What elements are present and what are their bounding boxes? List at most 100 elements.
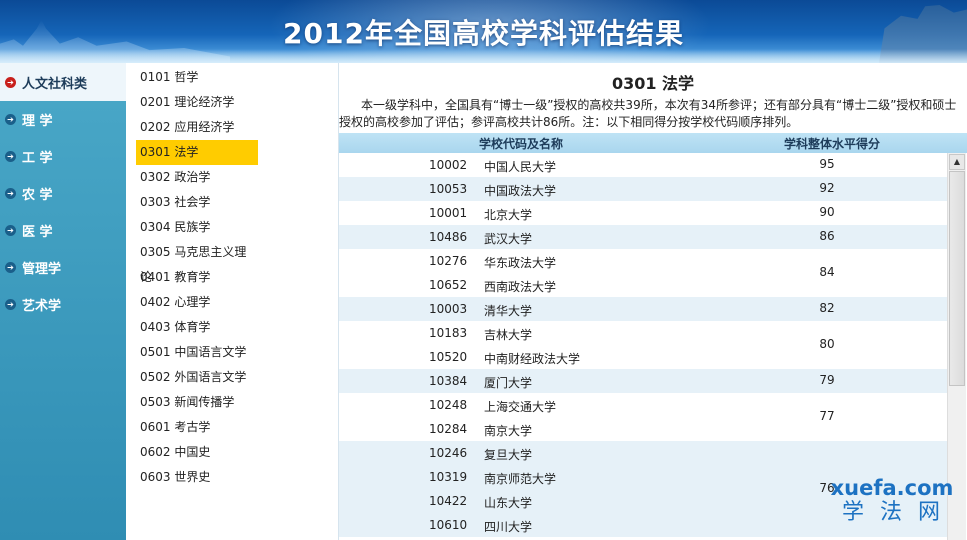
school-name: 南京大学 xyxy=(484,424,533,438)
subject-code: 0502 xyxy=(140,370,171,384)
subject-item[interactable]: 0403 体育学 xyxy=(136,315,258,340)
school-name: 上海交通大学 xyxy=(484,400,557,414)
subject-code: 0401 xyxy=(140,270,171,284)
subject-code: 0202 xyxy=(140,120,171,134)
category-item[interactable]: ➔ 农 学 xyxy=(0,175,126,212)
subject-item[interactable]: 0305 马克思主义理论 xyxy=(136,240,258,284)
score-group: 10276 华东政法大学 10652 西南政法大学 84 xyxy=(339,249,947,297)
table-row: 10422 山东大学 xyxy=(339,489,947,513)
header-wave xyxy=(0,49,967,63)
subject-item[interactable]: 0402 心理学 xyxy=(136,290,258,315)
school-name: 山东大学 xyxy=(484,496,533,510)
subject-item[interactable]: 0202 应用经济学 xyxy=(136,115,258,140)
category-sidebar: ➔ 人文社科类 ➔ 理 学 ➔ 工 学 ➔ 农 学 ➔ 医 学 ➔ 管理学 ➔ 艺术学 xyxy=(0,63,126,540)
score-value: 77 xyxy=(819,409,835,423)
column-header-score: 学科整体水平得分 xyxy=(784,137,881,151)
school-name: 清华大学 xyxy=(484,304,533,318)
school-code: 10183 xyxy=(429,326,468,340)
subject-code: 0603 xyxy=(140,470,171,484)
school-name: 复旦大学 xyxy=(484,448,533,462)
table-row: 10183 吉林大学 xyxy=(339,321,947,345)
subject-name: 应用经济学 xyxy=(174,120,235,134)
subject-item[interactable]: 0401 教育学 xyxy=(136,265,258,290)
score-group: 10384 厦门大学 79 xyxy=(339,369,947,393)
subject-item[interactable]: 0501 中国语言文学 xyxy=(136,340,258,365)
category-label: 管理学 xyxy=(22,262,62,277)
score-value: 95 xyxy=(819,157,835,171)
subject-name: 中国史 xyxy=(174,445,211,459)
category-item[interactable]: ➔ 艺术学 xyxy=(0,286,126,323)
subject-item[interactable]: 0502 外国语言文学 xyxy=(136,365,258,390)
table-row: 10053 中国政法大学 xyxy=(339,177,947,201)
category-item[interactable]: ➔ 理 学 xyxy=(0,101,126,138)
score-group: 10001 北京大学 90 xyxy=(339,201,947,225)
category-label: 工 学 xyxy=(22,151,53,166)
subject-item[interactable]: 0302 政治学 xyxy=(136,165,258,190)
subject-item[interactable]: 0601 考古学 xyxy=(136,415,258,440)
table-row: 10384 厦门大学 xyxy=(339,369,947,393)
category-item[interactable]: ➔ 工 学 xyxy=(0,138,126,175)
subject-code: 0101 xyxy=(140,70,171,84)
subject-item[interactable]: 0602 中国史 xyxy=(136,440,258,465)
subject-code: 0201 xyxy=(140,95,171,109)
score-value: 84 xyxy=(819,265,835,279)
subject-item[interactable]: 0303 社会学 xyxy=(136,190,258,215)
subject-item[interactable]: 0603 世界史 xyxy=(136,465,258,490)
score-group: 10183 吉林大学 10520 中南财经政法大学 80 xyxy=(339,321,947,369)
subject-name: 世界史 xyxy=(174,470,211,484)
table-row: 10319 南京师范大学 xyxy=(339,465,947,489)
subject-name: 法学 xyxy=(174,145,199,159)
main-content: 0301 法学 本一级学科中，全国具有“博士一级”授权的高校共39所，本次有34… xyxy=(339,63,967,540)
category-label: 医 学 xyxy=(22,225,53,240)
school-code: 10002 xyxy=(429,158,468,172)
subject-name: 心理学 xyxy=(174,295,211,309)
subject-name: 哲学 xyxy=(174,70,199,84)
subject-code: 0305 xyxy=(140,245,171,259)
score-value: 79 xyxy=(819,373,835,387)
table-row: 10486 武汉大学 xyxy=(339,225,947,249)
arrow-right-icon: ➔ xyxy=(5,151,16,162)
subject-item[interactable]: 0201 理论经济学 xyxy=(136,90,258,115)
subject-name: 新闻传播学 xyxy=(174,395,235,409)
subject-item[interactable]: 0101 哲学 xyxy=(136,65,258,90)
arrow-right-icon: ➔ xyxy=(5,299,16,310)
school-name: 吉林大学 xyxy=(484,328,533,342)
school-code: 10610 xyxy=(429,518,468,532)
scrollbar-thumb[interactable] xyxy=(949,171,965,386)
school-name: 西南政法大学 xyxy=(484,280,557,294)
score-value: 90 xyxy=(819,205,835,219)
subject-name: 体育学 xyxy=(174,320,211,334)
school-code: 10652 xyxy=(429,278,468,292)
score-value: 86 xyxy=(819,229,835,243)
table-row: 10284 南京大学 xyxy=(339,417,947,441)
scrollbar[interactable]: ▲ xyxy=(947,153,966,540)
score-group: 10248 上海交通大学 10284 南京大学 77 xyxy=(339,393,947,441)
category-label: 理 学 xyxy=(22,114,53,129)
table-row: 10276 华东政法大学 xyxy=(339,249,947,273)
page-title: 2012年全国高校学科评估结果 xyxy=(283,17,684,50)
score-group: 10053 中国政法大学 92 xyxy=(339,177,947,201)
subject-item[interactable]: 0301 法学 xyxy=(136,140,258,165)
subject-code: 0601 xyxy=(140,420,171,434)
school-code: 10319 xyxy=(429,470,468,484)
score-group: 10002 中国人民大学 95 xyxy=(339,153,947,177)
category-item[interactable]: ➔ 人文社科类 xyxy=(0,63,126,101)
subject-item[interactable]: 0503 新闻传播学 xyxy=(136,390,258,415)
subject-code: 0402 xyxy=(140,295,171,309)
school-code: 10246 xyxy=(429,446,468,460)
category-item[interactable]: ➔ 医 学 xyxy=(0,212,126,249)
subject-name: 中国语言文学 xyxy=(174,345,247,359)
subject-code: 0602 xyxy=(140,445,171,459)
scroll-up-arrow-icon[interactable]: ▲ xyxy=(949,154,965,170)
table-row: 10520 中南财经政法大学 xyxy=(339,345,947,369)
column-header-school: 学校代码及名称 xyxy=(479,137,564,151)
school-code: 10053 xyxy=(429,182,468,196)
category-label: 人文社科类 xyxy=(22,76,88,92)
score-group: 10246 复旦大学 10319 南京师范大学 10422 山东大学 10610 四川大学 76 xyxy=(339,441,947,537)
table-row: 10248 上海交通大学 xyxy=(339,393,947,417)
table-row: 10610 四川大学 xyxy=(339,513,947,537)
subject-item[interactable]: 0304 民族学 xyxy=(136,215,258,240)
arrow-right-icon: ➔ xyxy=(5,188,16,199)
category-item[interactable]: ➔ 管理学 xyxy=(0,249,126,286)
school-name: 厦门大学 xyxy=(484,376,533,390)
